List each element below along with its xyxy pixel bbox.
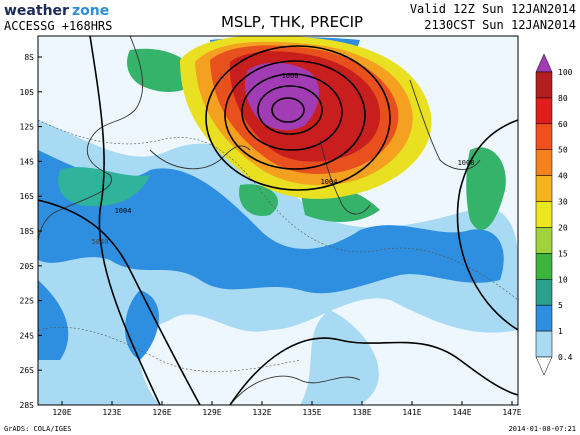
- contour-label: 1000: [282, 72, 299, 80]
- lat-label: 10S: [20, 88, 35, 97]
- colorbar-bin: [535, 253, 553, 280]
- lon-label: 129E: [202, 408, 221, 417]
- contour-label: 1004: [115, 207, 132, 215]
- colorbar-cap: [535, 53, 553, 73]
- lat-label: 28S: [20, 401, 35, 410]
- colorbar-bin: [535, 227, 553, 254]
- colorbar-label: 20: [558, 223, 568, 232]
- map-frame: [37, 35, 519, 406]
- lat-label: 22S: [20, 297, 35, 306]
- lon-label: 123E: [102, 408, 121, 417]
- colorbar-bin: [535, 97, 553, 125]
- footer-timestamp: 2014-01-08-07:21: [509, 425, 576, 433]
- colorbar-label: 50: [558, 146, 568, 155]
- lat-label: 24S: [20, 331, 35, 340]
- colorbar-bin: [535, 123, 553, 150]
- colorbar-label: 100: [558, 68, 573, 77]
- lon-label: 141E: [402, 408, 421, 417]
- colorbar-label: 0.4: [558, 353, 573, 362]
- contour-label: 1004: [321, 178, 338, 186]
- lon-label: 126E: [152, 408, 171, 417]
- colorbar-label: 10: [558, 275, 568, 284]
- lon-label: 132E: [252, 408, 271, 417]
- lat-label: 8S: [24, 53, 34, 62]
- colorbar-label: 80: [558, 94, 568, 103]
- colorbar-label: 1: [558, 327, 563, 336]
- lat-label: 12S: [20, 123, 35, 132]
- lat-label: 16S: [20, 192, 35, 201]
- lat-label: 26S: [20, 366, 35, 375]
- local-time: 2130CST Sun 12JAN2014: [424, 18, 576, 32]
- isobars: [38, 36, 518, 405]
- colorbar: 100 80 60 50 40 30 20 15 10 5 1 0.4: [535, 53, 573, 376]
- colorbar-label: 15: [558, 249, 568, 258]
- colorbar-label: 30: [558, 198, 568, 207]
- footer-credit: GrADS: COLA/IGES: [4, 425, 71, 433]
- lat-label: 14S: [20, 157, 35, 166]
- colorbar-bin: [535, 71, 553, 99]
- lon-label: 147E: [502, 408, 521, 417]
- lon-label: 144E: [452, 408, 471, 417]
- lon-label: 135E: [302, 408, 321, 417]
- colorbar-bin: [535, 201, 553, 228]
- colorbar-label: 5: [558, 301, 563, 310]
- colorbar-bin: [535, 304, 553, 332]
- lat-label: 18S: [20, 227, 35, 236]
- logo-zone: zone: [72, 3, 109, 19]
- lon-label: 120E: [52, 408, 71, 417]
- colorbar-bin: [535, 279, 553, 306]
- colorbar-label: 40: [558, 172, 568, 181]
- valid-time: Valid 12Z Sun 12JAN2014: [410, 2, 576, 16]
- lat-label: 20S: [20, 262, 35, 271]
- map-area: [38, 36, 518, 405]
- logo-weather: weather: [4, 3, 69, 19]
- colorbar-cap: [535, 356, 553, 376]
- colorbar-bin: [535, 175, 553, 202]
- map-title: MSLP, THK, PRECIP: [221, 13, 363, 31]
- model-run: ACCESSG +168HRS: [4, 19, 112, 33]
- contour-label: 1008: [458, 159, 475, 167]
- contour-label: 5840: [92, 238, 109, 246]
- lon-label: 138E: [352, 408, 371, 417]
- colorbar-label: 60: [558, 120, 568, 129]
- colorbar-bin: [535, 149, 553, 176]
- colorbar-bin: [535, 330, 553, 358]
